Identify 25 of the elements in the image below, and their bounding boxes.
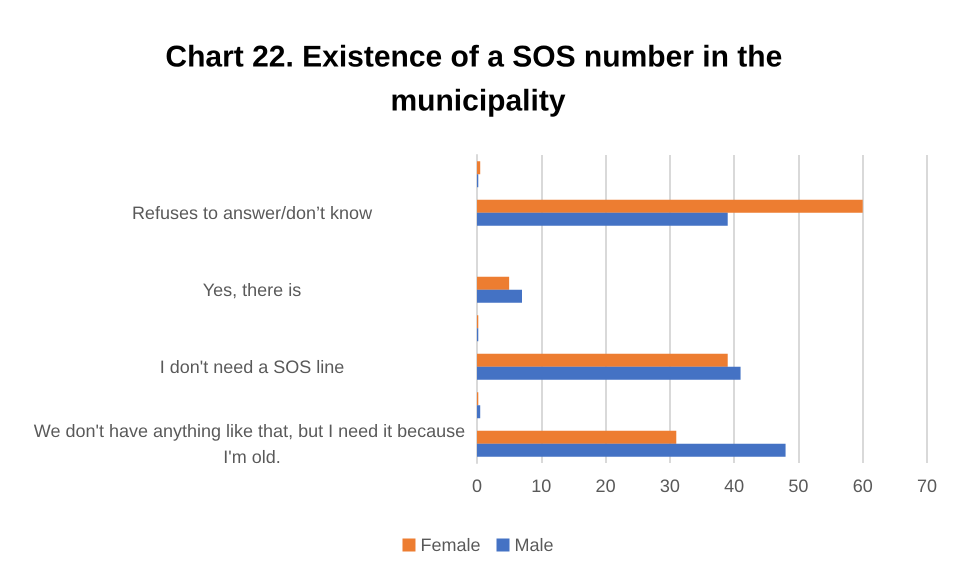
y-tick-label: Refuses to answer/don’t know [132,202,374,223]
x-tick-label: 0 [472,476,482,496]
chart-title: Chart 22. Existence of a SOS number in the municipality [165,40,791,118]
y-tick-label: We don't have anything like that, but I need it because I'm old. [34,420,470,467]
x-tick-label: 40 [724,476,744,496]
bar [477,212,728,226]
legend-label: Male [514,535,554,555]
x-tick-label: 20 [596,476,616,496]
bar [477,354,728,367]
bar [477,200,863,213]
bar [477,276,510,290]
bar [477,366,741,380]
x-tick-label: 10 [531,476,552,496]
bar [477,290,522,303]
x-tick-label: 30 [660,476,680,496]
bar [477,444,786,457]
x-tick-label: 60 [852,476,873,496]
legend-label: Female [420,535,481,555]
bar [477,161,480,174]
bar [477,430,676,444]
x-tick-label: 50 [788,476,808,496]
x-tick-label: 70 [916,476,938,496]
bar [477,405,480,418]
y-tick-label: I don't need a SOS line [160,356,344,377]
y-tick-label: Yes, there is [202,280,302,300]
